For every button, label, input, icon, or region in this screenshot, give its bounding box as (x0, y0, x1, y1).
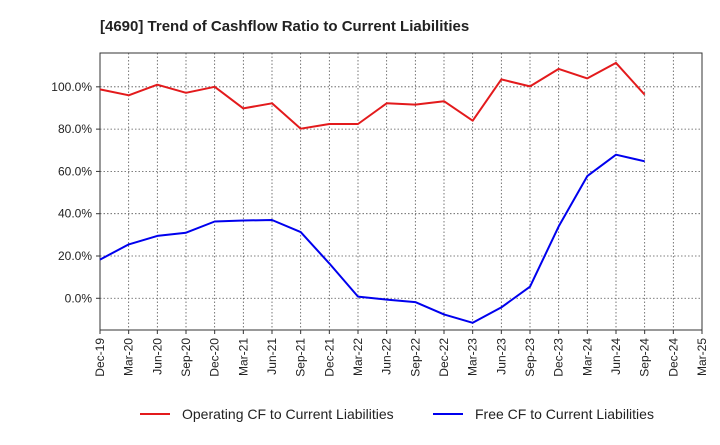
y-tick-label: 20.0% (58, 249, 92, 263)
y-tick-label: 0.0% (65, 291, 93, 305)
x-tick-label: Mar-21 (236, 338, 250, 376)
x-tick-label: Sep-20 (179, 338, 193, 377)
legend: Operating CF to Current Liabilities Free … (140, 406, 654, 422)
x-tick-label: Jun-21 (265, 338, 279, 375)
grid-lines (100, 53, 702, 330)
plot-frame (99, 52, 703, 331)
legend-label-1: Operating CF to Current Liabilities (182, 406, 394, 422)
y-tick-label: 100.0% (51, 80, 92, 94)
y-tick-label: 60.0% (58, 164, 92, 178)
x-tick-label: Sep-22 (408, 338, 422, 377)
x-tick-label: Dec-23 (552, 338, 566, 377)
x-tick-label: Mar-25 (695, 338, 709, 376)
series-lines (99, 61, 646, 324)
y-tick-label: 80.0% (58, 122, 92, 136)
series-line-2 (99, 153, 645, 324)
x-tick-label: Mar-23 (466, 338, 480, 376)
x-tick-label: Jun-24 (609, 338, 623, 375)
x-tick-label: Jun-20 (150, 338, 164, 375)
series-line-1 (99, 61, 646, 130)
x-tick-label: Dec-20 (208, 338, 222, 377)
x-tick-label: Sep-23 (523, 338, 537, 377)
y-tick-label: 40.0% (58, 207, 92, 221)
x-axis: Dec-19 Mar-20 Jun-20 Sep-20 Dec-20 Mar-21 Jun-… (93, 330, 709, 377)
x-tick-label: Dec-19 (93, 338, 107, 377)
x-tick-label: Dec-21 (322, 338, 336, 377)
x-tick-label: Dec-24 (666, 338, 680, 377)
chart-title: [4690] Trend of Cashflow Ratio to Curren… (100, 18, 469, 35)
x-tick-label: Sep-24 (638, 338, 652, 377)
plot-border (99, 52, 703, 331)
x-tick-label: Jun-23 (494, 338, 508, 375)
x-tick-label: Dec-22 (437, 338, 451, 377)
y-axis: 0.0% 20.0% 40.0% 60.0% 80.0% 100.0% (51, 80, 100, 305)
x-tick-label: Mar-22 (351, 338, 365, 376)
x-tick-label: Sep-21 (294, 338, 308, 377)
x-tick-label: Mar-24 (580, 338, 594, 376)
legend-label-2: Free CF to Current Liabilities (475, 406, 654, 422)
x-tick-label: Jun-22 (380, 338, 394, 375)
x-tick-label: Mar-20 (122, 338, 136, 376)
